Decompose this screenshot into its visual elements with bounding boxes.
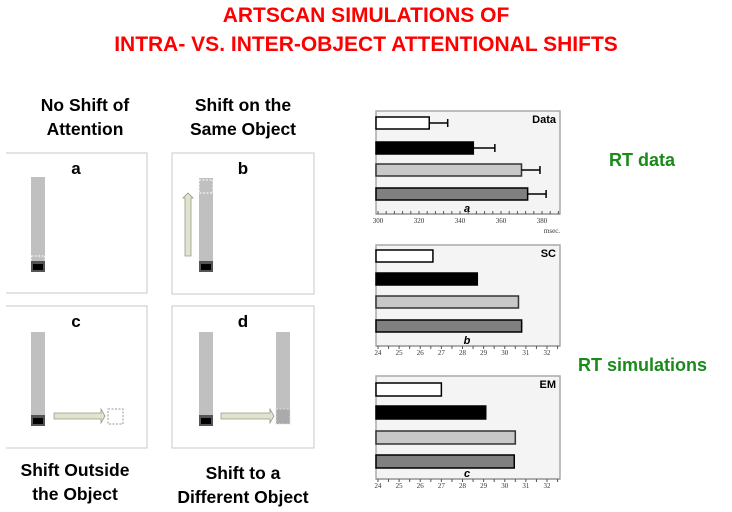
second-object-bar [276,332,290,424]
x-tick-label: 28 [459,349,467,357]
x-tick-label: 26 [417,482,425,490]
x-tick-label: 380 [537,217,548,225]
rt-data-label: RT data [609,150,676,170]
x-tick-label: 24 [375,482,383,490]
slide-title-line2: INTRA- VS. INTER-OBJECT ATTENTIONAL SHIF… [114,33,618,56]
bar [375,454,516,469]
panel-b: b [171,152,315,295]
caption-line: No Shift of [40,95,130,115]
bar-chart-b: 24 25 26 27 28 29 30 31 32 SC b [375,244,561,357]
object-bar [31,332,45,426]
x-tick-label: 25 [396,349,404,357]
panel-frame [171,305,315,449]
chart-title: SC [541,248,556,260]
x-tick-label: 25 [396,482,404,490]
panel-frame [6,152,148,294]
caption-line: Different Object [177,487,309,507]
charts: 300 320 340 360 380 Data a msec. 24 25 26 27 28 29 30 3… [373,110,561,490]
object-bar [199,332,213,426]
panel-letter: d [238,312,248,331]
bar [375,430,517,445]
x-tick-label: 320 [414,217,425,225]
panel-letter: c [71,312,80,331]
x-tick-label: 26 [417,349,425,357]
chart-sublabel: a [464,203,470,215]
caption-same-object: Shift on the Same Object [158,93,328,141]
panel-c: c [6,305,148,449]
bar [375,249,434,263]
x-tick-label: 360 [496,217,507,225]
bar [375,272,479,286]
bar [375,187,529,201]
bar [375,163,523,177]
caption-line: Shift to a [205,463,281,483]
arrow-right-icon [220,407,275,425]
fixation-core [33,418,43,424]
chart-title: Data [532,114,557,126]
attention-spot [30,255,46,263]
caption-line: Shift Outside [20,460,130,480]
chart-sublabel: c [464,468,470,480]
panel-letter: a [71,159,81,178]
panel-frame [6,305,148,449]
x-tick-label: 300 [373,217,384,225]
caption-outside-object: Shift Outside the Object [0,458,160,506]
caption-line: the Object [32,484,118,504]
x-tick-label: 32 [544,349,552,357]
rt-simulations-label: RT simulations [578,355,708,375]
x-tick-label: 32 [544,482,552,490]
bar [375,141,475,155]
chart-sublabel: b [464,335,471,347]
bar [375,295,520,309]
arrow-right-icon [53,407,106,425]
bar [375,116,430,130]
bar-chart-c: 24 25 26 27 28 29 30 31 32 EM c [375,375,561,490]
x-tick-label: 27 [438,482,446,490]
x-tick-label: 340 [455,217,466,225]
caption-line: Attention [46,119,124,139]
x-tick-label: 30 [501,482,509,490]
fixation-core [33,264,43,270]
x-axis-label: msec. [544,227,560,235]
x-tick-label: 30 [501,349,509,357]
panel-d: d [171,305,315,449]
arrow-up-icon [182,192,194,257]
x-tick-label: 27 [438,349,446,357]
x-tick-label: 24 [375,349,383,357]
attention-target [198,179,214,194]
attention-target [107,408,124,425]
bar [375,382,443,397]
x-tick-label: 31 [522,482,530,490]
caption-line: Same Object [189,119,297,139]
panel-a: a [6,152,148,294]
fixation-core [201,418,211,424]
caption-line: Shift on the [194,95,292,115]
x-tick-label: 29 [480,482,488,490]
fixation-core [201,264,211,270]
object-bar [199,178,213,272]
bar-chart-a: 300 320 340 360 380 Data a msec. [373,110,561,235]
panel-frame [171,152,315,295]
attention-target [275,408,291,425]
bar [375,319,523,333]
caption-different-object: Shift to a Different Object [158,461,328,509]
slide-title-line1: ARTSCAN SIMULATIONS OF [222,4,510,27]
x-tick-label: 28 [459,482,467,490]
x-tick-label: 29 [480,349,488,357]
bar [375,405,487,420]
object-bar [31,177,45,272]
chart-title: EM [540,379,557,391]
panel-letter: b [238,159,248,178]
x-tick-label: 31 [522,349,530,357]
caption-no-shift: No Shift of Attention [0,93,170,141]
